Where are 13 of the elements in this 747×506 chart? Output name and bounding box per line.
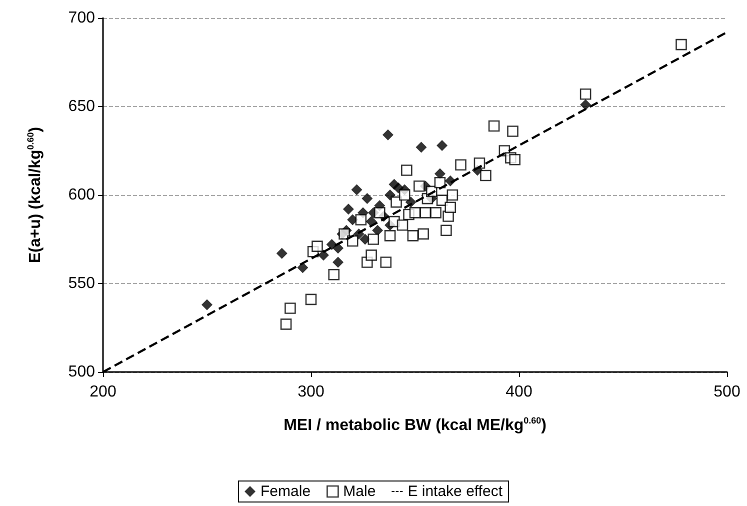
y-tick-label: 650 (68, 98, 96, 115)
legend-label: Female (260, 483, 311, 500)
y-tick-label: 550 (68, 275, 96, 292)
legend-label: Male (343, 483, 376, 500)
x-tick-label: 200 (90, 384, 116, 400)
y-tick-label: 700 (68, 10, 96, 26)
x-tick-label: 300 (298, 384, 324, 400)
x-tick-label: 400 (506, 384, 532, 400)
legend-label: E intake effect (408, 483, 504, 500)
y-tick-label: 500 (68, 364, 96, 380)
x-tick-label: 500 (714, 384, 740, 400)
y-tick-label: 600 (68, 186, 96, 204)
y-axis-title: E(a+u) (kcal/kg0.60) (26, 126, 44, 264)
